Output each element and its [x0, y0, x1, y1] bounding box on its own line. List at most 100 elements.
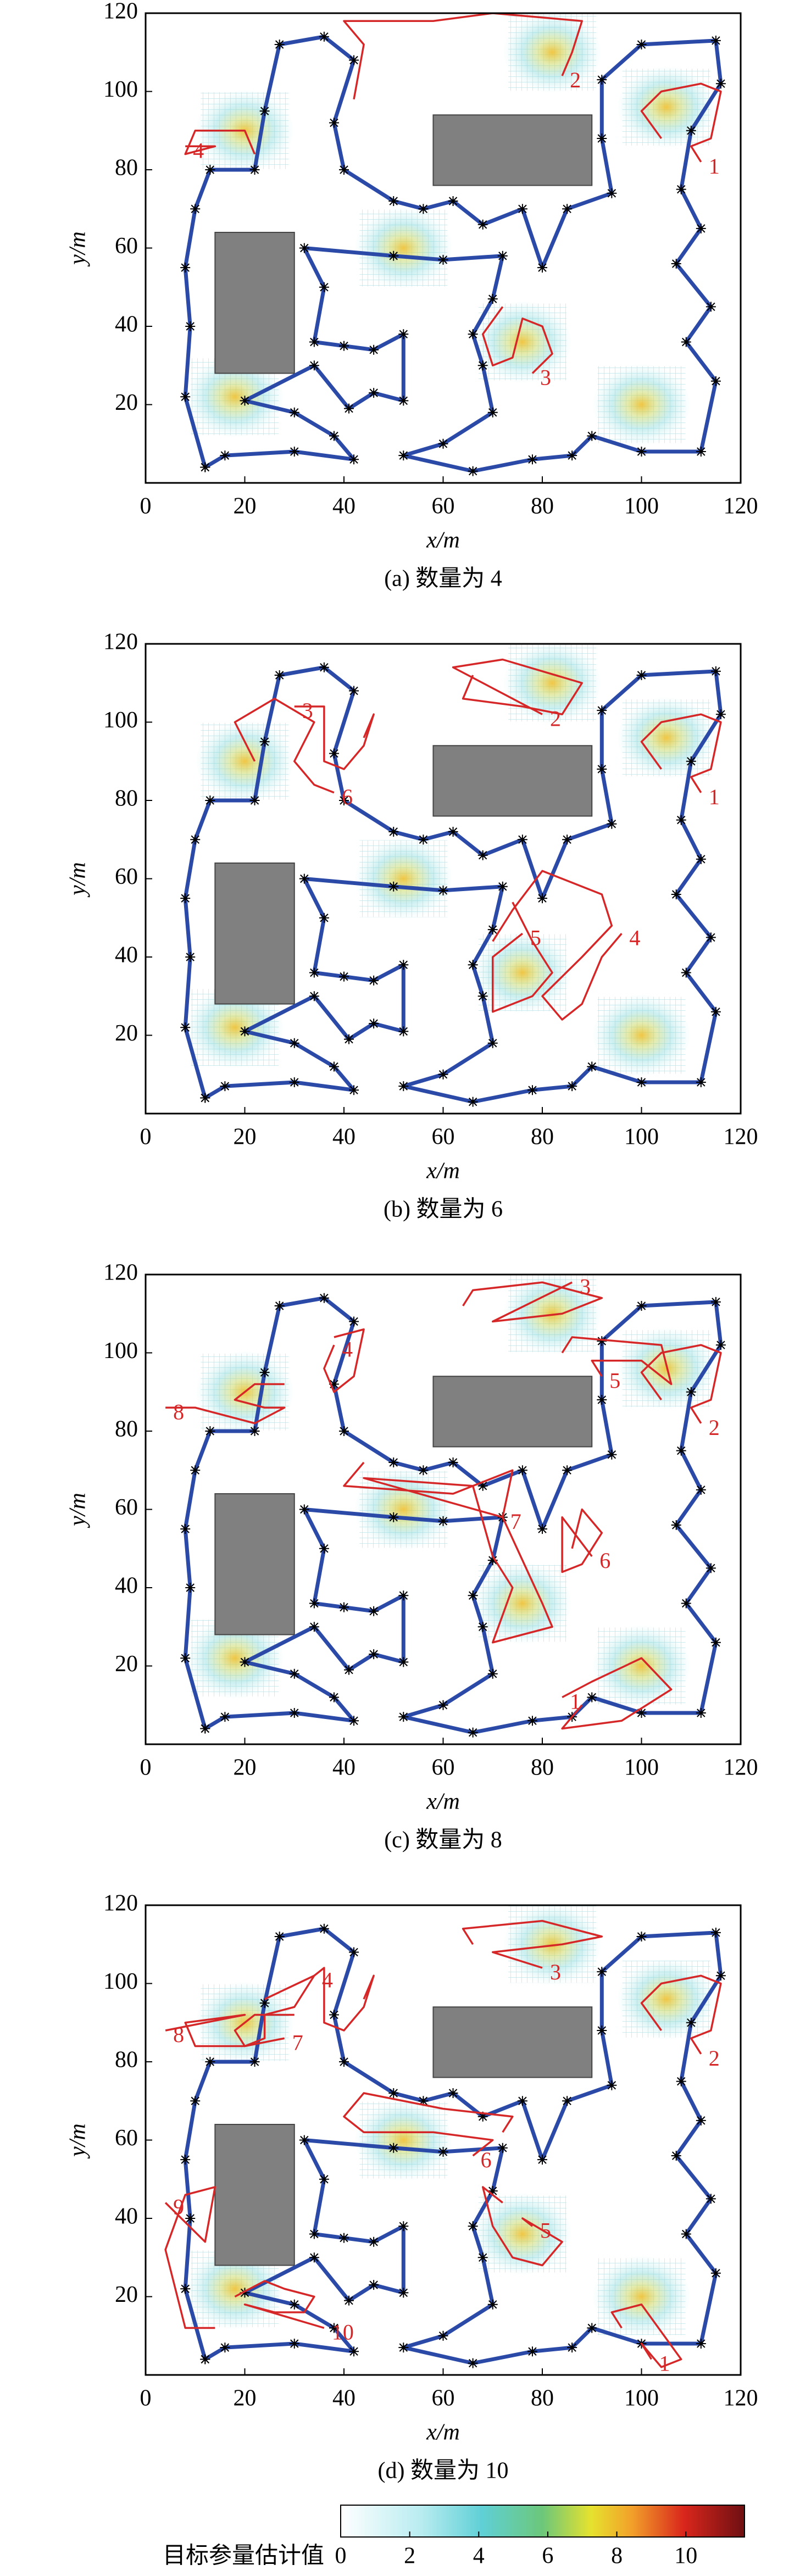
y-tick-label: 120	[103, 1260, 138, 1286]
waypoint	[369, 975, 379, 986]
waypoint	[562, 1465, 573, 1476]
waypoint	[339, 795, 349, 805]
waypoint	[710, 666, 721, 676]
waypoint	[329, 118, 339, 128]
waypoint	[339, 1602, 349, 1612]
waypoint	[200, 462, 210, 472]
waypoint	[329, 1692, 339, 1703]
y-tick-label: 40	[115, 312, 138, 337]
waypoint	[597, 133, 607, 143]
waypoint	[696, 447, 706, 457]
waypoint	[220, 450, 230, 461]
tracking-path	[492, 870, 623, 1021]
path-label: 5	[530, 925, 541, 950]
path-label: 9	[173, 2195, 184, 2219]
waypoint	[671, 259, 681, 269]
waypoint	[344, 1665, 354, 1675]
y-tick-label: 20	[115, 390, 138, 415]
tracking-path	[343, 1461, 553, 1644]
waypoint	[180, 1524, 191, 1534]
waypoint	[309, 967, 319, 978]
waypoint	[289, 407, 299, 418]
waypoint	[259, 737, 270, 747]
waypoint	[597, 1395, 607, 1405]
x-tick-label: 40	[332, 2386, 355, 2411]
x-tick-label: 100	[624, 1125, 659, 1150]
path-label: 6	[481, 2147, 492, 2172]
waypoint	[319, 1543, 329, 1554]
waypoint	[562, 834, 573, 845]
waypoint	[180, 2155, 191, 2165]
waypoint	[438, 885, 448, 895]
y-tick-label: 80	[115, 1417, 138, 1442]
waypoint	[319, 1293, 329, 1303]
tracking-path	[294, 705, 375, 770]
waypoint	[185, 2213, 196, 2223]
waypoint	[468, 960, 478, 970]
waypoint	[710, 1927, 721, 1938]
path-label: 2	[709, 2046, 720, 2071]
waypoint	[468, 1590, 478, 1601]
waypoint	[319, 662, 329, 672]
waypoint	[696, 223, 706, 233]
subplot-caption: (c) 数量为 8	[384, 1828, 502, 1853]
waypoint	[636, 670, 647, 680]
waypoint	[309, 360, 319, 371]
tracking-path	[462, 1920, 603, 1969]
waypoint	[537, 893, 547, 904]
waypoint	[319, 1923, 329, 1934]
waypoint	[636, 1708, 647, 1718]
tracking-path	[640, 713, 722, 793]
waypoint	[329, 2323, 339, 2333]
waypoint	[388, 2143, 399, 2153]
waypoint	[220, 2343, 230, 2353]
waypoint	[344, 403, 354, 414]
waypoint	[205, 795, 215, 805]
waypoint	[319, 31, 329, 42]
path-label: 2	[570, 68, 581, 92]
waypoint	[344, 2295, 354, 2306]
waypoint	[681, 337, 691, 347]
waypoint	[597, 2026, 607, 2035]
tracking-path	[165, 2013, 295, 2048]
waypoint	[517, 2096, 527, 2106]
waypoint	[398, 329, 409, 340]
waypoint	[438, 438, 448, 449]
waypoint	[487, 407, 498, 418]
y-tick-label: 80	[115, 2048, 138, 2073]
waypoint	[696, 1484, 706, 1495]
waypoint	[607, 188, 617, 198]
waypoint	[497, 881, 508, 892]
waypoint	[686, 2017, 696, 2028]
target-heat	[354, 207, 453, 290]
waypoint	[706, 302, 716, 312]
waypoint	[418, 834, 429, 845]
waypoint	[686, 125, 696, 136]
waypoint	[369, 344, 379, 355]
waypoint	[607, 2080, 617, 2090]
path-label: 3	[302, 698, 313, 723]
target-heat	[616, 1958, 716, 2040]
y-tick-label: 100	[103, 708, 138, 733]
waypoint	[636, 1932, 647, 1941]
waypoint	[681, 967, 691, 978]
waypoint	[289, 1668, 299, 1679]
target-heat	[592, 994, 691, 1077]
waypoint	[671, 1520, 681, 1530]
y-tick-label: 120	[103, 1891, 138, 1916]
tracking-path	[481, 2186, 563, 2267]
tracking-path	[640, 1974, 722, 2055]
waypoint	[299, 1504, 309, 1515]
waypoint	[706, 2194, 716, 2204]
waypoint	[319, 913, 329, 923]
waypoint	[398, 2343, 409, 2353]
waypoint	[299, 243, 309, 253]
target-heat	[592, 1624, 691, 1707]
x-tick-label: 0	[140, 1755, 152, 1781]
waypoint	[562, 2096, 573, 2106]
waypoint	[448, 2088, 458, 2098]
waypoint	[240, 396, 250, 406]
tracking-path	[561, 1336, 673, 1386]
x-tick-label: 40	[332, 494, 355, 519]
waypoint	[597, 1336, 607, 1347]
